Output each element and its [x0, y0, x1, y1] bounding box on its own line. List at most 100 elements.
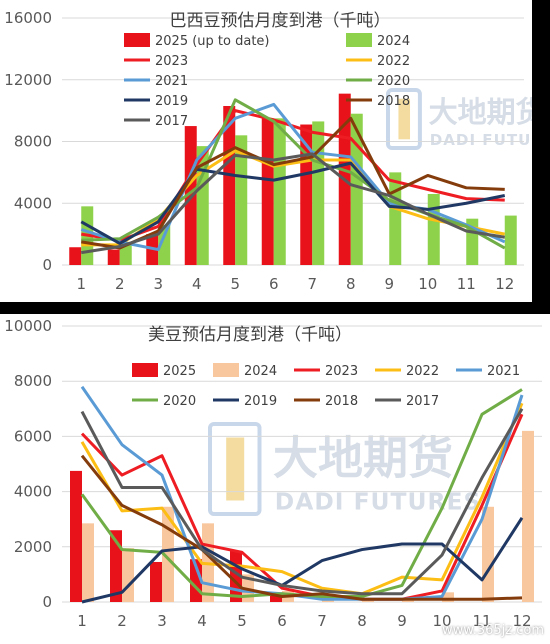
x-tick-label: 4	[192, 275, 202, 293]
legend-label: 2024	[377, 34, 410, 49]
x-tick-label: 3	[153, 275, 163, 293]
y-tick-label: 0	[42, 256, 52, 274]
watermark-cn: 大地期货	[429, 95, 532, 129]
line-series-2022	[81, 149, 506, 247]
bar-2024	[312, 121, 325, 266]
legend-swatch	[132, 363, 158, 377]
bar-2024	[82, 523, 94, 602]
logo-icon-inner	[226, 437, 245, 501]
line-series-2019	[80, 161, 506, 245]
legend-label: 2021	[487, 364, 520, 379]
legend-label: 2020	[377, 74, 410, 89]
legend-label: 2022	[377, 54, 410, 69]
x-tick-label: 6	[277, 612, 287, 630]
bar-2025-up-to-date-	[261, 118, 274, 265]
y-tick-label: 6000	[14, 427, 52, 445]
line-series-2021	[80, 102, 506, 252]
bar-2024	[362, 600, 374, 602]
bar-2025-up-to-date-	[107, 249, 120, 265]
line-series-2022	[80, 402, 524, 596]
line-series-2018	[81, 116, 505, 250]
chart-title: 巴西豆预估月度到港（千吨）	[170, 11, 391, 31]
line-series-2018	[80, 454, 523, 601]
site-watermark: www.365jz.com	[442, 623, 544, 638]
x-tick-label: 10	[432, 612, 451, 630]
line-series-2019	[81, 517, 524, 604]
x-tick-label: 9	[384, 275, 394, 293]
logo-icon	[386, 88, 422, 150]
bar-2024	[442, 592, 454, 602]
x-tick-label: 3	[157, 612, 167, 630]
x-tick-label: 10	[418, 275, 437, 293]
line-series-2023	[80, 413, 524, 601]
watermark-cn: 大地期货	[273, 432, 453, 485]
y-tick-label: 16000	[4, 9, 52, 27]
bar-2024	[504, 215, 517, 265]
y-tick-label: 8000	[14, 372, 52, 390]
legend-label: 2024	[244, 364, 277, 379]
legend-label: 2025	[163, 364, 196, 379]
y-tick-label: 4000	[14, 483, 52, 501]
bar-2024	[196, 146, 209, 265]
x-tick-label: 12	[495, 275, 514, 293]
legend-label: 2025 (up to date)	[155, 34, 269, 49]
bar-2024	[350, 113, 363, 266]
legend-swatch	[213, 363, 239, 377]
x-tick-label: 12	[512, 612, 531, 630]
bar-2025-up-to-date-	[223, 105, 236, 266]
line-series-2017	[81, 152, 505, 255]
y-tick-label: 2000	[14, 538, 52, 556]
x-tick-label: 1	[76, 275, 86, 293]
x-tick-label: 2	[115, 275, 125, 293]
x-tick-label: 7	[317, 612, 327, 630]
x-tick-label: 7	[307, 275, 317, 293]
legend-label: 2023	[325, 364, 358, 379]
x-tick-label: 9	[397, 612, 407, 630]
x-tick-label: 1	[77, 612, 87, 630]
bar-2024	[235, 135, 248, 265]
bar-2025	[270, 595, 282, 602]
x-tick-label: 8	[346, 275, 356, 293]
watermark-en: DADI FUTURES	[430, 131, 532, 149]
bar-2025	[150, 561, 162, 602]
legend-label: 2018	[325, 394, 358, 409]
y-tick-label: 12000	[4, 71, 52, 89]
y-tick-label: 10000	[4, 317, 52, 335]
bar-2024	[482, 506, 494, 602]
x-tick-label: 6	[269, 275, 279, 293]
bar-2025	[110, 530, 122, 602]
legend-swatch	[124, 33, 150, 47]
y-tick-label: 4000	[14, 194, 52, 212]
bar-2024	[522, 430, 534, 602]
legend-label: 2022	[406, 364, 439, 379]
y-tick-label: 0	[42, 593, 52, 611]
legend-swatch	[346, 33, 372, 47]
line-series-2017	[80, 408, 524, 596]
bar-2024	[122, 548, 134, 602]
x-tick-label: 2	[117, 612, 127, 630]
x-tick-label: 5	[230, 275, 240, 293]
legend-label: 2018	[377, 94, 410, 109]
x-tick-label: 11	[472, 612, 491, 630]
legend-label: 2020	[163, 394, 196, 409]
bar-2024	[389, 172, 402, 265]
legend-label: 2021	[155, 74, 188, 89]
bar-2024	[427, 193, 440, 265]
legend-label: 2019	[244, 394, 277, 409]
x-tick-label: 5	[237, 612, 247, 630]
bar-2024	[158, 224, 171, 265]
bar-2025-up-to-date-	[69, 247, 82, 265]
watermark-logo: 大地期货 DADI FUTURES	[386, 88, 532, 150]
legend-label: 2023	[155, 54, 188, 69]
bar-2025	[70, 470, 82, 602]
legend-label: 2017	[155, 114, 188, 129]
legend-label: 2017	[406, 394, 439, 409]
logo-icon	[208, 422, 262, 516]
legend-label: 2019	[155, 94, 188, 109]
x-tick-label: 8	[357, 612, 367, 630]
x-tick-label: 4	[197, 612, 207, 630]
